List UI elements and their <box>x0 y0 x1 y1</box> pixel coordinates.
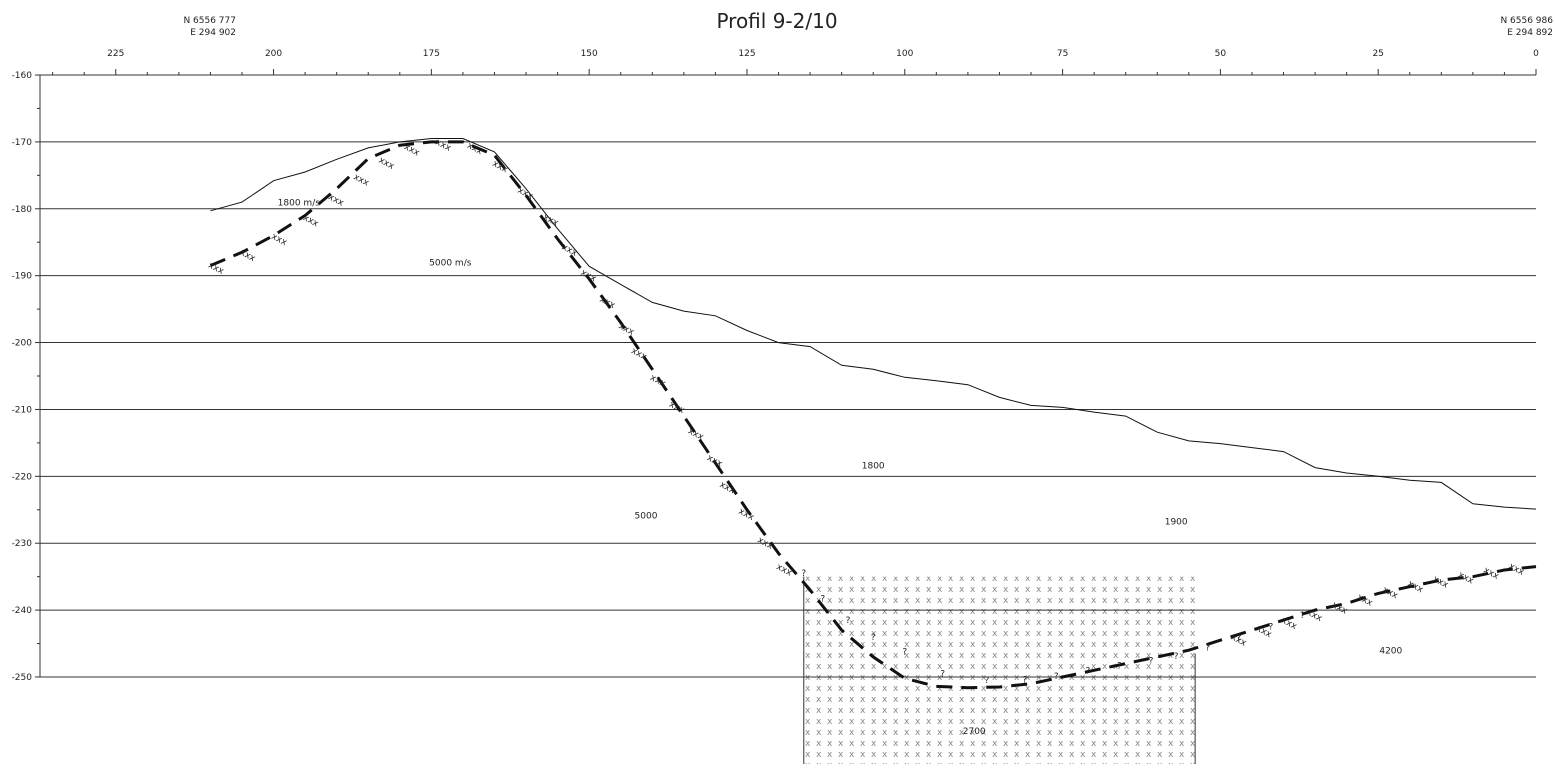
xxx-marker: xxx <box>238 248 257 265</box>
question-marker: ? <box>1085 667 1090 677</box>
xxx-marker: xxx <box>434 137 453 154</box>
x-tick-label: 225 <box>107 49 124 59</box>
xxx-marker: xxx <box>598 295 617 312</box>
annotation-layer: 1800 m/s 5000 m/s 1800 5000 1900 4200 2700 <box>278 198 1403 736</box>
question-marker: ? <box>1300 611 1305 621</box>
velocity-label: 2700 <box>963 727 986 737</box>
series-line-solid <box>210 138 1537 510</box>
xxx-marker: xxx <box>705 453 724 470</box>
xxx-marker: xxx <box>301 213 320 230</box>
xxx-marker: xxx <box>718 480 737 497</box>
question-marker: ? <box>1205 643 1210 653</box>
y-tick-label: -170 <box>12 138 33 148</box>
xxx-marker: xxx <box>667 400 686 417</box>
velocity-label: 1800 m/s <box>278 198 321 208</box>
question-marker: ? <box>871 633 876 643</box>
chart-title: Profil 9-2/10 <box>716 9 837 33</box>
xxx-marker: xxx <box>1431 574 1450 591</box>
xxx-marker: xxx <box>1330 600 1349 617</box>
xxx-marker: xxx <box>1456 570 1475 587</box>
left-north-coordinate: N 6556 777 <box>183 16 236 26</box>
xxx-marker: xxx <box>737 507 756 524</box>
question-marker: ? <box>1174 652 1179 662</box>
xxx-marker: xxx <box>617 321 636 338</box>
xxx-marker: xxx <box>352 172 371 189</box>
right-east-coordinate: E 294 892 <box>1507 28 1553 38</box>
y-tick-label: -190 <box>12 272 33 282</box>
xxx-marker: xxx <box>1406 579 1425 596</box>
xxx-marker: xxx <box>326 192 345 209</box>
right-north-coordinate: N 6556 986 <box>1500 16 1553 26</box>
series-line-dashed <box>209 140 1537 690</box>
x-tick-label: 25 <box>1372 49 1383 59</box>
series-layer <box>209 138 1537 690</box>
xxx-marker: xxx <box>756 535 775 552</box>
x-tick-label: 150 <box>581 49 598 59</box>
xxx-marker: xxx <box>1507 562 1526 579</box>
velocity-label: 5000 <box>635 511 658 521</box>
x-tick-label: 200 <box>265 49 282 59</box>
y-tick-label: -210 <box>12 405 33 415</box>
xxx-marker: xxx <box>270 232 289 249</box>
xxx-marker: xxx <box>775 562 794 579</box>
y-tick-label: -230 <box>12 539 33 549</box>
axis-layer: -160 -170 -180 -190 -200 -210 -220 -230 -240 -250… <box>12 49 1540 683</box>
velocity-label: 1800 <box>862 461 885 471</box>
left-east-coordinate: E 294 902 <box>190 28 236 38</box>
x-tick-label: 175 <box>423 49 440 59</box>
xxx-marker: xxx <box>1279 616 1298 633</box>
y-tick-label: -250 <box>12 673 33 683</box>
question-marker: ? <box>1149 657 1154 667</box>
question-marker: ? <box>1054 672 1059 682</box>
xxx-marker: xxx <box>686 426 705 443</box>
x-tick-label: 75 <box>1057 49 1068 59</box>
xxx-marker: xxx <box>1481 566 1500 583</box>
question-marker: ? <box>846 616 851 626</box>
xxx-marker: xxx <box>541 212 560 229</box>
hatched-zone-fill <box>803 576 1196 764</box>
question-marker: ? <box>801 569 806 579</box>
velocity-label: 4200 <box>1379 647 1402 657</box>
question-marker: ? <box>984 676 989 686</box>
question-marker: ? <box>1022 675 1027 685</box>
xxx-marker: xxx <box>465 141 484 158</box>
x-tick-label: 0 <box>1533 49 1539 59</box>
velocity-label: 5000 m/s <box>429 259 472 269</box>
xxx-marker: xxx <box>490 159 509 176</box>
grid-layer <box>40 141 1536 678</box>
xxx-marker: xxx <box>1380 585 1399 602</box>
xxx-marker: xxx <box>579 268 598 285</box>
xxx-marker: xxx <box>560 243 579 260</box>
question-marker: ? <box>1117 661 1122 671</box>
x-tick-label: 50 <box>1215 49 1227 59</box>
y-tick-label: -220 <box>12 472 33 482</box>
y-tick-label: -240 <box>12 606 33 616</box>
y-tick-label: -180 <box>12 205 33 215</box>
x-tick-label: 100 <box>896 49 913 59</box>
xxx-marker: xxx <box>516 186 535 203</box>
question-marker: ? <box>820 594 825 604</box>
xxx-marker: xxx <box>402 142 421 159</box>
question-marker: ? <box>940 669 945 679</box>
xxx-marker: xxx <box>377 156 396 173</box>
y-tick-label: -160 <box>12 71 33 81</box>
question-marker: ? <box>1237 633 1242 643</box>
question-marker: ? <box>902 647 907 657</box>
hatched-zone-layer <box>803 576 1196 764</box>
velocity-label: 1900 <box>1165 517 1188 527</box>
question-marker: ? <box>1268 623 1273 633</box>
x-tick-label: 125 <box>738 49 755 59</box>
y-tick-label: -200 <box>12 339 33 349</box>
xxx-marker: xxx <box>1355 592 1374 609</box>
xxx-marker: xxx <box>206 261 225 278</box>
